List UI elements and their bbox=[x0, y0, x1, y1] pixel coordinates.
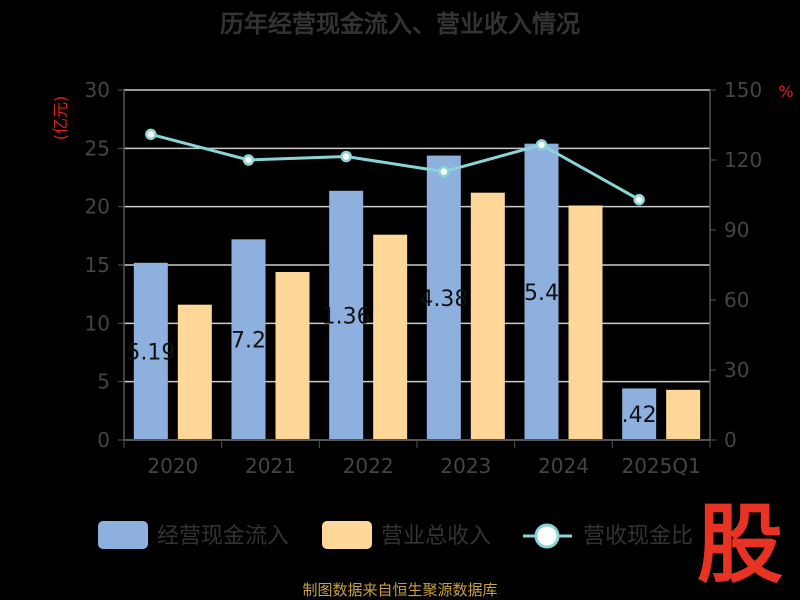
bar-revenue bbox=[177, 304, 212, 440]
bar-value-label: 5.4 bbox=[524, 281, 559, 306]
y-right-tick-label: 0 bbox=[724, 428, 737, 452]
bar-value-label: 4.38 bbox=[419, 287, 468, 312]
legend-swatch-revenue bbox=[322, 521, 372, 549]
ratio-point bbox=[438, 165, 450, 178]
bar-cash-inflow bbox=[524, 143, 559, 440]
bar-cash-inflow bbox=[329, 190, 364, 440]
x-tick-label: 2024 bbox=[538, 454, 589, 478]
x-tick-label: 2025Q1 bbox=[621, 454, 700, 478]
legend-marker-ratio bbox=[534, 523, 560, 549]
legend-label-ratio: 营收现金比 bbox=[583, 524, 693, 549]
axes: 0 5 10 15 20 25 30 0 30 60 90 120 150 2020 2021 2022 202… bbox=[85, 78, 763, 478]
left-axis-unit: (亿元) bbox=[51, 96, 70, 141]
legend-label-cash-inflow: 经营现金流入 bbox=[157, 524, 289, 549]
bar-value-label: .42 bbox=[622, 403, 657, 428]
y-left-tick-label: 25 bbox=[85, 136, 110, 160]
bar-revenue bbox=[373, 234, 408, 440]
ratio-point bbox=[340, 150, 352, 163]
bar-series bbox=[133, 143, 701, 441]
source-footer: 制图数据来自恒生聚源数据库 bbox=[302, 581, 497, 599]
y-left-tick-label: 5 bbox=[97, 370, 110, 394]
y-right-tick-label: 90 bbox=[724, 218, 749, 242]
bar-cash-inflow bbox=[622, 388, 657, 440]
bar-value-labels: 5.19 7.2 1.36 4.38 5.4 .42 bbox=[126, 281, 656, 428]
grid-lines bbox=[124, 89, 710, 383]
y-right-tick-label: 120 bbox=[724, 148, 762, 172]
bar-revenue bbox=[470, 192, 505, 440]
ratio-line bbox=[150, 132, 640, 201]
legend: 经营现金流入 营业总收入 营收现金比 bbox=[98, 521, 693, 549]
ratio-point bbox=[145, 128, 157, 141]
bar-revenue bbox=[666, 389, 701, 440]
right-axis-unit: % bbox=[778, 82, 793, 101]
legend-label-revenue: 营业总收入 bbox=[381, 524, 491, 549]
y-left-tick-label: 0 bbox=[97, 428, 110, 452]
ratio-point bbox=[633, 193, 645, 206]
bar-value-label: 7.2 bbox=[231, 329, 266, 354]
x-tick-label: 2020 bbox=[147, 454, 198, 478]
x-tick-label: 2022 bbox=[343, 454, 394, 478]
chart-title: 历年经营现金流入、营业收入情况 bbox=[220, 10, 580, 38]
bar-value-label: 1.36 bbox=[322, 304, 371, 329]
x-tick-label: 2021 bbox=[245, 454, 296, 478]
ratio-line-series bbox=[145, 128, 645, 206]
bar-cash-inflow bbox=[426, 155, 461, 441]
bar-cash-inflow bbox=[133, 262, 168, 440]
bar-value-label: 5.19 bbox=[126, 340, 175, 365]
y-right-tick-label: 60 bbox=[724, 288, 749, 312]
y-left-tick-label: 10 bbox=[85, 311, 110, 335]
y-right-tick-label: 150 bbox=[724, 78, 762, 102]
y-left-tick-label: 20 bbox=[85, 195, 110, 219]
x-tick-label: 2023 bbox=[440, 454, 491, 478]
y-right-tick-label: 30 bbox=[724, 358, 749, 382]
bar-revenue bbox=[568, 205, 603, 440]
bar-cash-inflow bbox=[231, 239, 266, 440]
legend-swatch-cash-inflow bbox=[98, 521, 148, 549]
bar-revenue bbox=[275, 272, 310, 440]
y-left-tick-label: 15 bbox=[85, 253, 110, 277]
ratio-point bbox=[242, 154, 255, 166]
y-left-tick-label: 30 bbox=[85, 78, 110, 102]
brand-logo: 股 bbox=[697, 495, 783, 595]
ratio-point bbox=[535, 139, 548, 151]
